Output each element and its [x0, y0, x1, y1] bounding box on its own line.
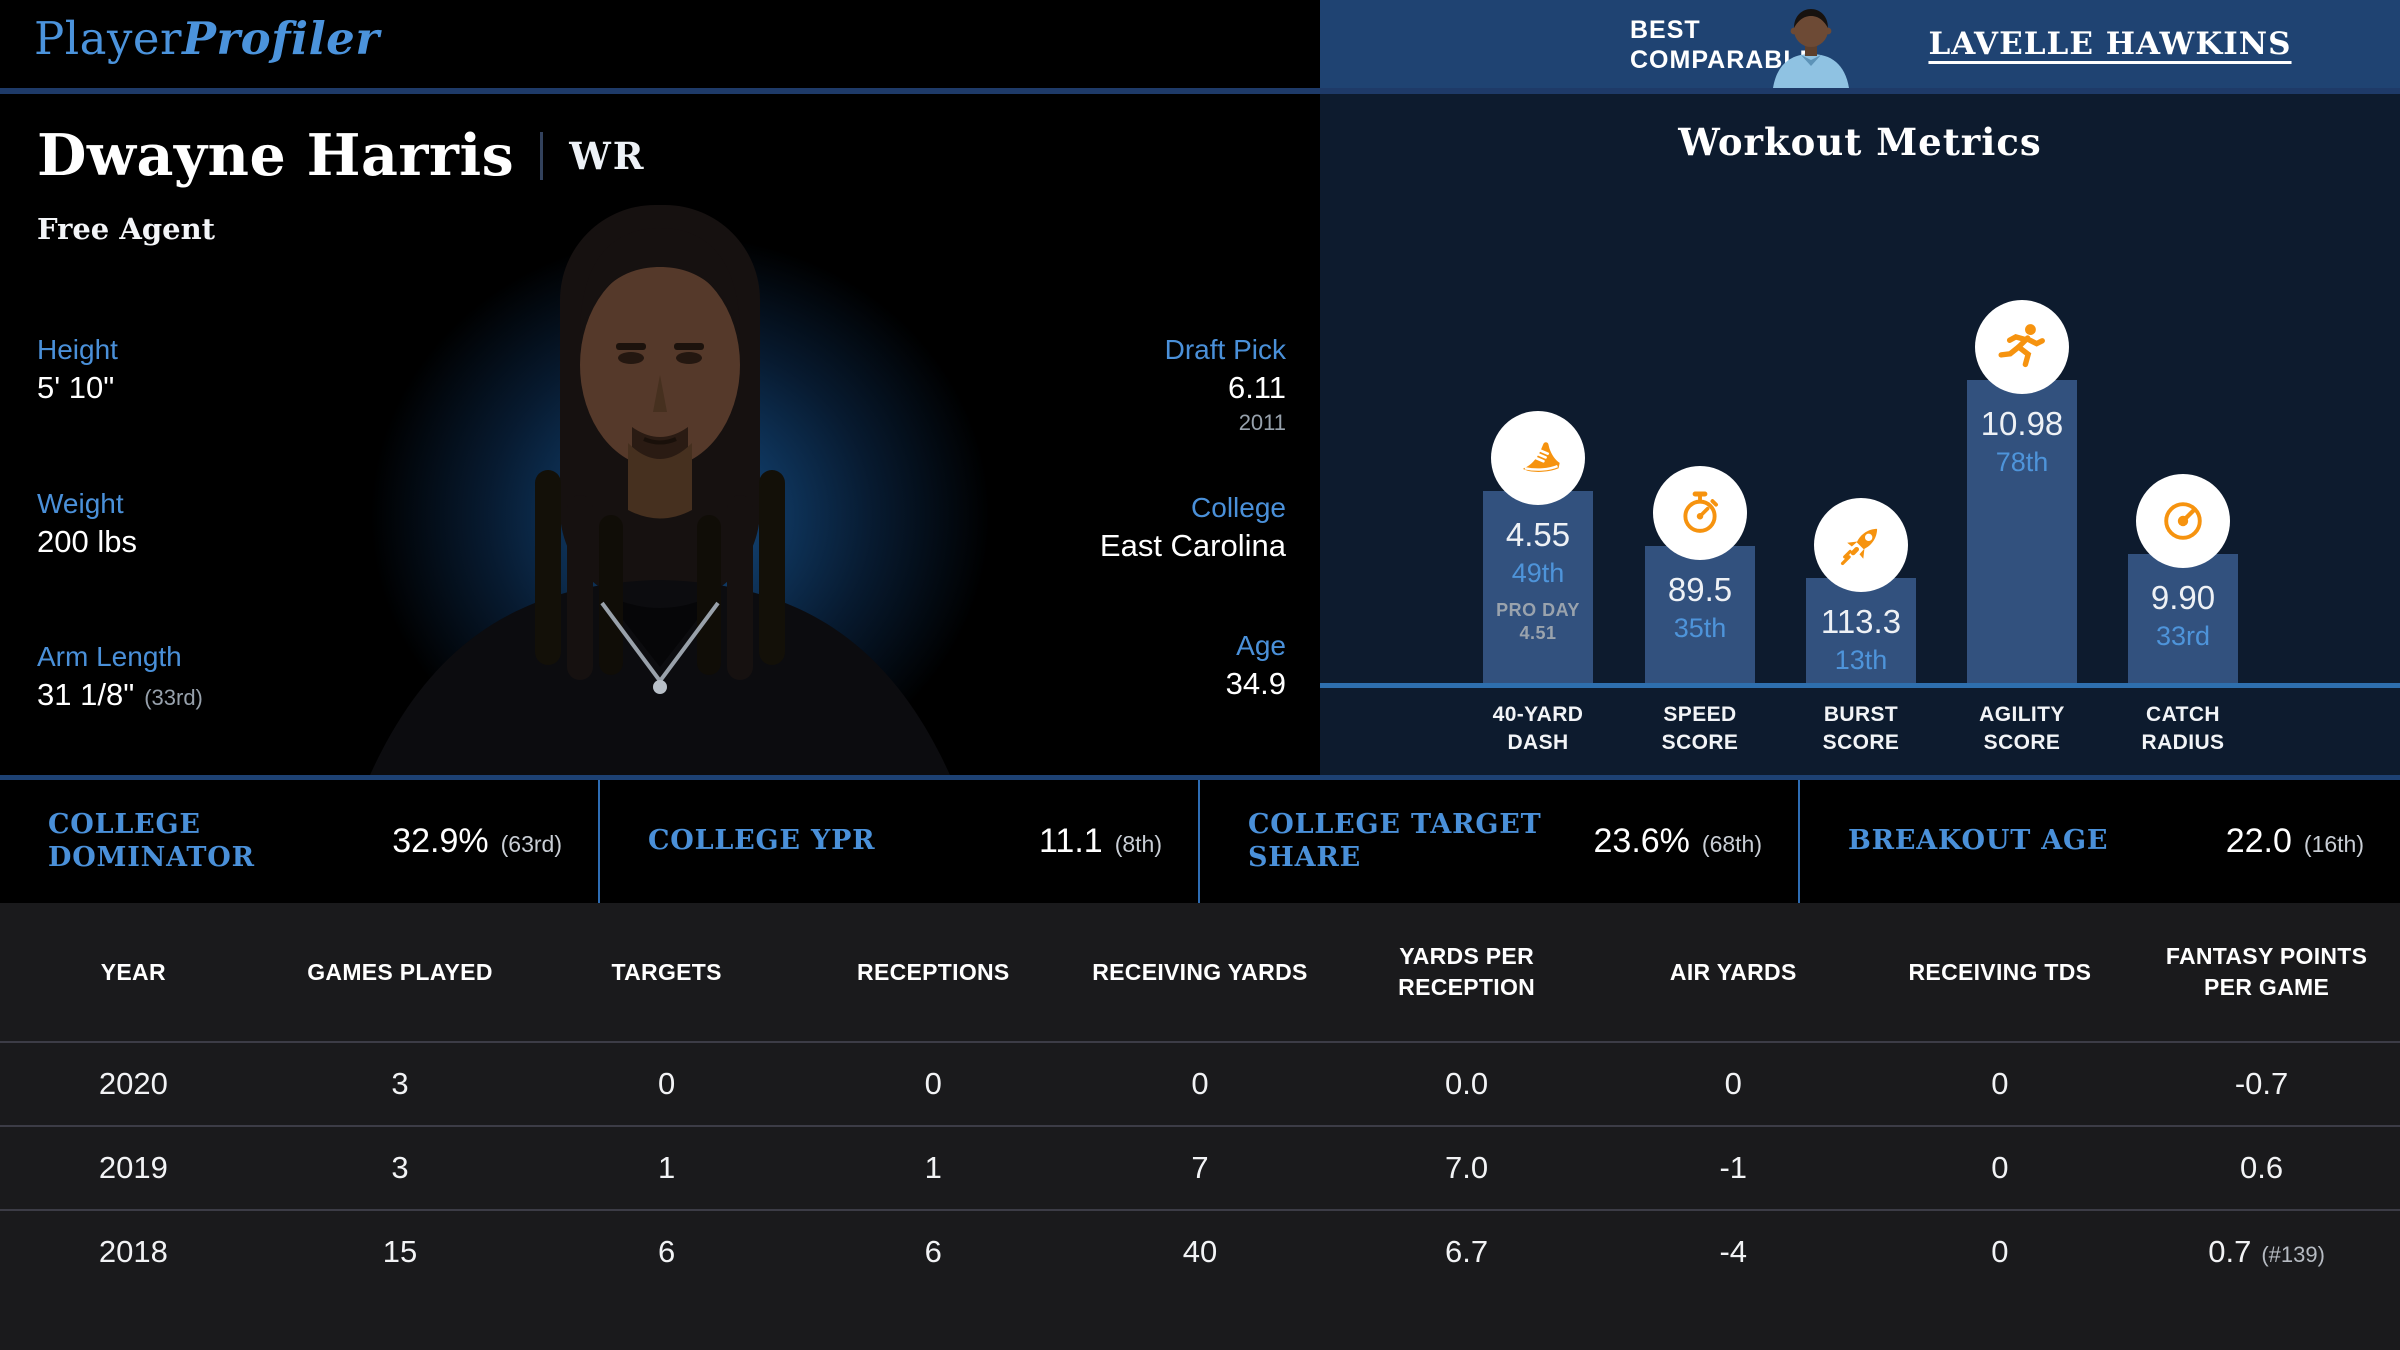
age-stat: Age 34.9	[1225, 630, 1286, 701]
chart-baseline	[1320, 683, 2400, 688]
college-ypr-badge: COLLEGE YPR 11.1 (8th)	[600, 780, 1200, 903]
name-position-divider	[540, 131, 544, 180]
player-team-status: Free Agent	[37, 212, 216, 246]
speed-score-label: SPEED SCORE	[1661, 703, 1739, 754]
col-receiving-yards: RECEIVING YARDS	[1092, 958, 1308, 985]
col-receptions: RECEPTIONS	[857, 958, 1010, 985]
pro-day-note: PRO DAY 4.51	[1496, 600, 1580, 643]
breakout-age-badge: BREAKOUT AGE 22.0 (16th)	[1848, 822, 2364, 860]
player-position: WR	[569, 133, 646, 178]
burst-score-label: BURST SCORE	[1822, 703, 1900, 754]
radar-icon	[2136, 474, 2230, 568]
player-name: Dwayne Harris	[37, 122, 515, 189]
best-comparable-band: BEST COMPARABLE LAVELLE HAWKINS	[1320, 0, 2400, 88]
player-photo	[370, 205, 950, 775]
draft-year: 2011	[1238, 410, 1286, 435]
season-stats-table: YEAR GAMES PLAYED TARGETS RECEPTIONS REC…	[0, 903, 2400, 1350]
top-header: PlayerProfiler BEST COMPARABLE LAVELLE H…	[0, 0, 2400, 88]
logo-text-regular: Player	[34, 12, 183, 65]
col-receiving-tds: RECEIVING TDS	[1908, 958, 2092, 985]
col-yards-per-reception: YARDS PER RECEPTION	[1398, 943, 1536, 1000]
workout-metrics-panel: Workout Metrics	[1320, 94, 2400, 775]
speed-score-value: 89.5 35th	[1667, 571, 1733, 643]
col-fantasy-points-per-game: FANTASY POINTS PER GAME	[2165, 943, 2368, 1000]
col-year: YEAR	[100, 958, 166, 985]
forty-yard-dash-label: 40-YARD DASH	[1492, 703, 1584, 754]
logo-text-bold: Profiler	[182, 12, 380, 65]
player-info-panel: Dwayne Harris WR Free Agent Height 5' 10…	[0, 94, 1320, 775]
speed-score-bar	[1645, 546, 1755, 683]
stopwatch-icon	[1653, 466, 1747, 560]
runner-icon	[1975, 300, 2069, 394]
agility-score-value: 10.98 78th	[1980, 405, 2064, 477]
height-stat: Height 5' 10"	[37, 334, 118, 405]
workout-metrics-title: Workout Metrics	[1678, 120, 2042, 164]
agility-score-bar	[1967, 380, 2077, 683]
draft-pick-stat: Draft Pick 6.11 2011	[1165, 332, 1286, 438]
college-metrics-row: COLLEGE DOMINATOR 32.9% (63rd) COLLEGE YP…	[0, 775, 2400, 903]
college-stat: College East Carolina	[1099, 492, 1286, 563]
header-divider	[0, 88, 2400, 94]
burst-score-value: 113.3 13th	[1820, 603, 1902, 675]
table-row-2018: 2018 15 6 6 40 6.7 -4 0 0.7 (#139)	[0, 1209, 2400, 1293]
burst-score-bar	[1806, 578, 1916, 683]
table-row-2019: 2019 3 1 1 7 7.0 -1 0 0.6	[0, 1125, 2400, 1209]
table-header-row: YEAR GAMES PLAYED TARGETS RECEPTIONS REC…	[0, 903, 2400, 1041]
agility-score-label: AGILITY SCORE	[1979, 703, 2065, 754]
catch-radius-bar	[2128, 554, 2238, 683]
forty-yard-dash-value: 4.55 49th	[1505, 516, 1571, 588]
catch-radius-value: 9.90 33rd	[2150, 579, 2216, 651]
weight-stat: Weight 200 lbs	[37, 488, 137, 559]
college-target-share-badge: COLLEGE TARGET SHARE 23.6% (68th)	[1200, 780, 1800, 903]
col-air-yards: AIR YARDS	[1669, 958, 1797, 985]
player-name-row: Dwayne Harris WR	[37, 122, 646, 189]
col-targets: TARGETS	[611, 958, 722, 985]
catch-radius-label: CATCH RADIUS	[2141, 703, 2225, 754]
forty-yard-dash-bar	[1483, 491, 1593, 683]
col-games-played: GAMES PLAYED	[307, 958, 493, 985]
shoe-icon	[1491, 411, 1585, 505]
arm-length-stat: Arm Length 31 1/8" (33rd)	[37, 641, 203, 712]
table-row-2020: 2020 3 0 0 0 0.0 0 0 -0.7	[0, 1041, 2400, 1125]
rocket-icon	[1814, 498, 1908, 592]
comparable-player-headshot	[1773, 9, 1849, 88]
college-dominator-badge: COLLEGE DOMINATOR 32.9% (63rd)	[0, 780, 600, 903]
arm-length-percentile: (33rd)	[144, 685, 203, 710]
comparable-player-link[interactable]: LAVELLE HAWKINS	[1928, 26, 2292, 62]
player-profiler-logo[interactable]: PlayerProfiler	[34, 12, 380, 65]
fantasy-rank: (#139)	[2261, 1242, 2325, 1267]
